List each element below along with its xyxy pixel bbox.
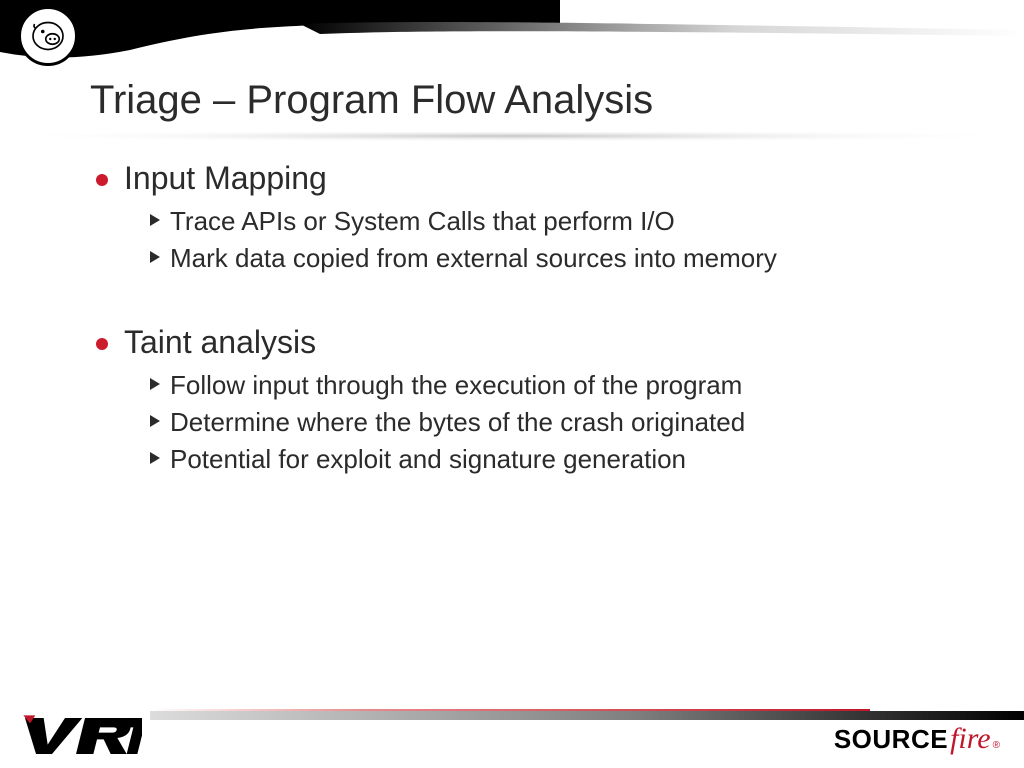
bullet-dot-icon bbox=[96, 338, 108, 350]
brand-source-text: SOURCE bbox=[834, 724, 948, 755]
title-divider bbox=[0, 132, 1024, 146]
list-item: Determine where the bytes of the crash o… bbox=[150, 406, 964, 439]
bullet-dot-icon bbox=[96, 174, 108, 186]
section-title: Input Mapping bbox=[124, 160, 327, 197]
section-title: Taint analysis bbox=[124, 324, 316, 361]
registered-mark: ® bbox=[993, 740, 1000, 751]
triangle-bullet-icon bbox=[150, 452, 160, 464]
top-swoosh-decor bbox=[0, 0, 1024, 72]
list-item-text: Potential for exploit and signature gene… bbox=[170, 443, 686, 476]
triangle-bullet-icon bbox=[150, 378, 160, 390]
list-item-text: Determine where the bytes of the crash o… bbox=[170, 406, 745, 439]
footer: SOURCE fire ® bbox=[0, 700, 1024, 768]
brand-fire-text: fire bbox=[950, 722, 991, 756]
list-item-text: Follow input through the execution of th… bbox=[170, 369, 742, 402]
section: Taint analysis Follow input through the … bbox=[96, 324, 964, 477]
footer-rule bbox=[0, 700, 1024, 720]
brand-left-logo bbox=[22, 714, 142, 758]
brand-right-logo: SOURCE fire ® bbox=[834, 722, 1000, 756]
list-item: Potential for exploit and signature gene… bbox=[150, 443, 964, 476]
triangle-bullet-icon bbox=[150, 251, 160, 263]
list-item: Follow input through the execution of th… bbox=[150, 369, 964, 402]
triangle-bullet-icon bbox=[150, 415, 160, 427]
list-item-text: Trace APIs or System Calls that perform … bbox=[170, 205, 675, 238]
list-item: Mark data copied from external sources i… bbox=[150, 242, 964, 275]
list-item: Trace APIs or System Calls that perform … bbox=[150, 205, 964, 238]
list-item-text: Mark data copied from external sources i… bbox=[170, 242, 777, 275]
slide-body: Input Mapping Trace APIs or System Calls… bbox=[96, 160, 964, 524]
logo-icon bbox=[18, 6, 78, 66]
triangle-bullet-icon bbox=[150, 214, 160, 226]
section: Input Mapping Trace APIs or System Calls… bbox=[96, 160, 964, 276]
slide-title: Triage – Program Flow Analysis bbox=[90, 78, 653, 123]
